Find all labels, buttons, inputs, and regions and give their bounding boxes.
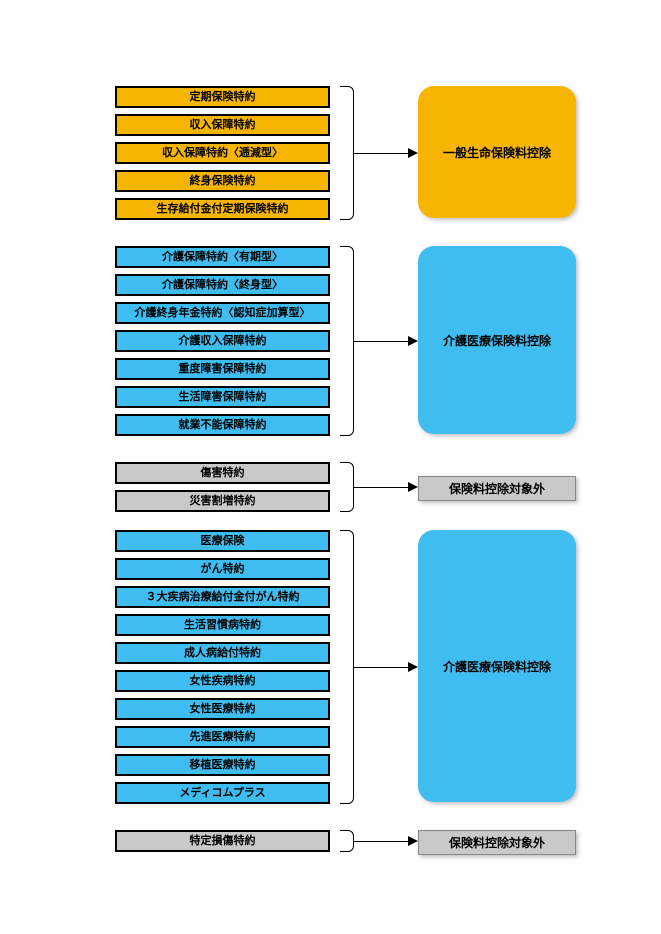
item-group: 定期保険特約収入保障特約収入保障特約〈逓減型〉終身保険特約生存給付金付定期保険特… (115, 86, 330, 226)
arrow-head-icon (408, 336, 418, 346)
arrow-line (354, 667, 408, 668)
arrow-head-icon (408, 836, 418, 846)
rider-item: 介護収入保障特約 (115, 330, 330, 352)
item-group: 介護保障特約〈有期型〉介護保障特約〈終身型〉介護終身年金特約〈認知症加算型〉介護… (115, 246, 330, 442)
rider-item: 定期保険特約 (115, 86, 330, 108)
rider-item: 終身保険特約 (115, 170, 330, 192)
category-box: 一般生命保険料控除 (418, 86, 576, 218)
rider-item: 生活障害保障特約 (115, 386, 330, 408)
item-group: 医療保険がん特約 ３大疾病治療給付金付がん特約生活習慣病特約成人病給付特約女性疾病… (115, 530, 330, 810)
rider-item: 介護保障特約〈有期型〉 (115, 246, 330, 268)
rider-item: 生活習慣病特約 (115, 614, 330, 636)
group-bracket (340, 462, 354, 512)
rider-item: 成人病給付特約 (115, 642, 330, 664)
item-group: 傷害特約災害割増特約 (115, 462, 330, 518)
group-bracket (340, 246, 354, 436)
arrow-head-icon (408, 662, 418, 672)
rider-item: 災害割増特約 (115, 490, 330, 512)
category-flat: 保険料控除対象外 (418, 476, 576, 501)
rider-item: 傷害特約 (115, 462, 330, 484)
rider-item: 介護保障特約〈終身型〉 (115, 274, 330, 296)
arrow-head-icon (408, 482, 418, 492)
rider-item: ３大疾病治療給付金付がん特約 (115, 586, 330, 608)
group-bracket (340, 530, 354, 804)
rider-item: がん特約 (115, 558, 330, 580)
rider-item: 医療保険 (115, 530, 330, 552)
rider-item: 収入保障特約〈逓減型〉 (115, 142, 330, 164)
rider-item: 重度障害保障特約 (115, 358, 330, 380)
arrow-head-icon (408, 148, 418, 158)
category-flat: 保険料控除対象外 (418, 830, 576, 855)
arrow-line (354, 153, 408, 154)
rider-item: 特定損傷特約 (115, 830, 330, 852)
rider-item: 女性疾病特約 (115, 670, 330, 692)
rider-item: 先進医療特約 (115, 726, 330, 748)
rider-item: メディコムプラス (115, 782, 330, 804)
rider-item: 収入保障特約 (115, 114, 330, 136)
rider-item: 移植医療特約 (115, 754, 330, 776)
group-bracket (340, 830, 354, 852)
rider-item: 女性医療特約 (115, 698, 330, 720)
category-box: 介護医療保険料控除 (418, 530, 576, 802)
rider-item: 介護終身年金特約〈認知症加算型〉 (115, 302, 330, 324)
arrow-line (354, 841, 408, 842)
category-box: 介護医療保険料控除 (418, 246, 576, 434)
group-bracket (340, 86, 354, 220)
rider-item: 就業不能保障特約 (115, 414, 330, 436)
rider-item: 生存給付金付定期保険特約 (115, 198, 330, 220)
arrow-line (354, 487, 408, 488)
item-group: 特定損傷特約 (115, 830, 330, 858)
arrow-line (354, 341, 408, 342)
